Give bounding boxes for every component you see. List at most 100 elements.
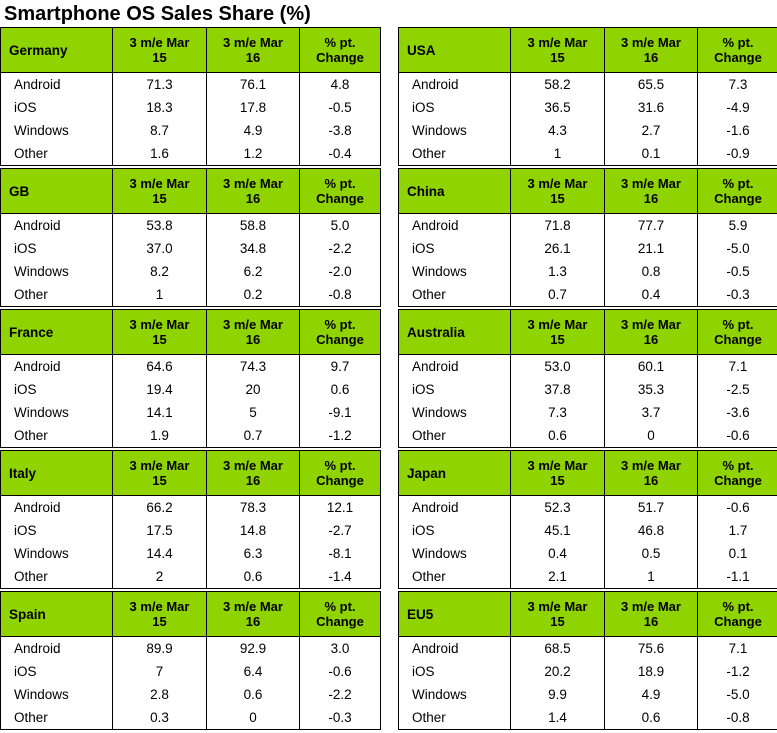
header-3me-mar-16: 3 m/e Mar 16 [604,27,698,73]
country-name: USA [398,27,511,73]
pt-change: 7.1 [697,636,777,660]
share-mar-16: 6.4 [206,660,300,683]
country-table-china: China 3 m/e Mar 15 3 m/e Mar 16% pt. Change An… [398,168,777,309]
os-label: Other [398,142,511,166]
share-mar-16: 1.2 [206,142,300,166]
table-row: iOS 37.8 35.3 -2.5 [398,378,777,401]
share-mar-15: 17.5 [112,519,207,542]
os-label: iOS [0,96,113,119]
pt-change: 7.1 [697,354,777,378]
share-mar-16: 77.7 [604,213,698,237]
share-mar-15: 19.4 [112,378,207,401]
share-mar-15: 0.7 [510,283,605,307]
share-mar-16: 0 [604,424,698,448]
share-mar-16: 0.6 [206,683,300,706]
pt-change: -5.0 [697,683,777,706]
share-mar-16: 60.1 [604,354,698,378]
table-row: Other 2.1 1 -1.1 [398,565,777,589]
share-mar-16: 78.3 [206,495,300,519]
pt-change: -0.6 [697,424,777,448]
pt-change: -0.3 [697,283,777,307]
share-mar-16: 17.8 [206,96,300,119]
share-mar-16: 5 [206,401,300,424]
header-pt-change: % pt. Change [697,168,777,214]
share-mar-16: 3.7 [604,401,698,424]
header-3me-mar-15: 3 m/e Mar 15 [510,309,605,355]
pt-change: -8.1 [299,542,381,565]
table-header-row: Spain 3 m/e Mar 15 3 m/e Mar 16% pt. Change [0,591,381,637]
table-row: Android 71.8 77.7 5.9 [398,213,777,237]
share-mar-16: 4.9 [206,119,300,142]
pt-change: 5.0 [299,213,381,237]
table-row: Windows 2.8 0.6 -2.2 [0,683,381,706]
header-pt-change: % pt. Change [299,27,381,73]
header-pt-change: % pt. Change [299,450,381,496]
table-header-row: GB 3 m/e Mar 15 3 m/e Mar 16% pt. Change [0,168,381,214]
header-3me-mar-16: 3 m/e Mar 16 [604,450,698,496]
header-3me-mar-16: 3 m/e Mar 16 [604,309,698,355]
header-3me-mar-16: 3 m/e Mar 16 [206,309,300,355]
table-header-row: EU5 3 m/e Mar 15 3 m/e Mar 16% pt. Change [398,591,777,637]
country-name: Italy [0,450,113,496]
table-row: Other 1.9 0.7 -1.2 [0,424,381,448]
table-row: Other 0.7 0.4 -0.3 [398,283,777,307]
pt-change: -0.5 [299,96,381,119]
os-label: Windows [0,260,113,283]
share-mar-15: 1.9 [112,424,207,448]
country-table-gb: GB 3 m/e Mar 15 3 m/e Mar 16% pt. Change Andro… [0,168,381,309]
table-row: Android 58.2 65.5 7.3 [398,72,777,96]
header-3me-mar-16: 3 m/e Mar 16 [206,27,300,73]
share-mar-16: 74.3 [206,354,300,378]
header-3me-mar-16: 3 m/e Mar 16 [206,450,300,496]
share-mar-16: 75.6 [604,636,698,660]
pt-change: -1.2 [697,660,777,683]
table-row: Android 68.5 75.6 7.1 [398,636,777,660]
os-label: Other [398,706,511,730]
header-3me-mar-15: 3 m/e Mar 15 [112,168,207,214]
share-mar-15: 8.2 [112,260,207,283]
os-label: iOS [0,519,113,542]
share-mar-16: 92.9 [206,636,300,660]
os-label: Android [0,495,113,519]
pt-change: -0.3 [299,706,381,730]
share-mar-15: 53.8 [112,213,207,237]
share-mar-16: 34.8 [206,237,300,260]
share-mar-15: 37.0 [112,237,207,260]
country-table-france: France 3 m/e Mar 15 3 m/e Mar 16% pt. Change A… [0,309,381,450]
os-label: Windows [0,542,113,565]
share-mar-15: 89.9 [112,636,207,660]
pt-change: -0.4 [299,142,381,166]
os-label: Android [0,213,113,237]
share-mar-16: 6.2 [206,260,300,283]
header-3me-mar-15: 3 m/e Mar 15 [112,450,207,496]
table-row: Other 2 0.6 -1.4 [0,565,381,589]
table-row: Android 66.2 78.3 12.1 [0,495,381,519]
os-label: iOS [0,660,113,683]
os-label: Windows [0,401,113,424]
share-mar-15: 0.4 [510,542,605,565]
os-label: iOS [398,378,511,401]
share-mar-15: 1.6 [112,142,207,166]
pt-change: 4.8 [299,72,381,96]
share-mar-16: 0.2 [206,283,300,307]
country-table-italy: Italy 3 m/e Mar 15 3 m/e Mar 16% pt. Change An… [0,450,381,591]
header-pt-change: % pt. Change [697,27,777,73]
os-label: Android [398,495,511,519]
header-3me-mar-15: 3 m/e Mar 15 [112,591,207,637]
table-row: Android 89.9 92.9 3.0 [0,636,381,660]
country-table-spain: Spain 3 m/e Mar 15 3 m/e Mar 16% pt. Change An… [0,591,381,732]
pt-change: -2.5 [697,378,777,401]
country-name: Australia [398,309,511,355]
share-mar-16: 4.9 [604,683,698,706]
pt-change: -1.4 [299,565,381,589]
share-mar-15: 2.1 [510,565,605,589]
table-row: Windows 4.3 2.7 -1.6 [398,119,777,142]
header-pt-change: % pt. Change [299,591,381,637]
country-name: Japan [398,450,511,496]
share-mar-16: 18.9 [604,660,698,683]
table-header-row: Germany 3 m/e Mar 15 3 m/e Mar 16% pt. Change [0,27,381,73]
header-3me-mar-15: 3 m/e Mar 15 [510,591,605,637]
share-mar-16: 6.3 [206,542,300,565]
os-label: iOS [398,519,511,542]
share-mar-16: 31.6 [604,96,698,119]
